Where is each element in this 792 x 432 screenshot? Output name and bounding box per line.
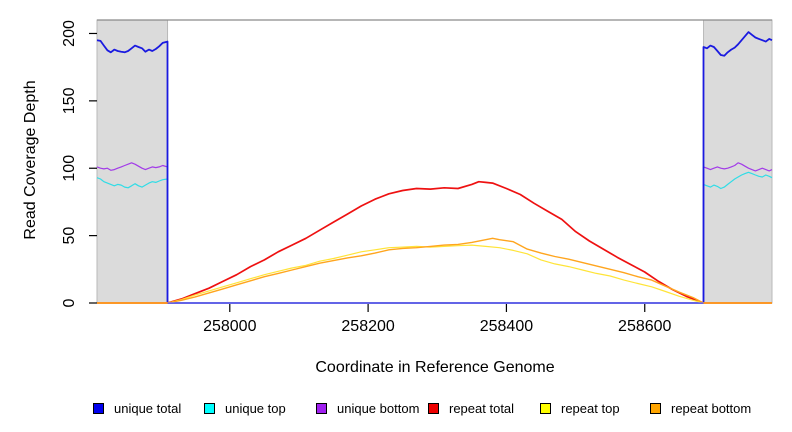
y-tick-label: 50 [61,227,78,245]
series-line-unique-total [96,31,773,304]
x-tick-label: 258000 [203,318,256,335]
legend-label: unique bottom [337,400,420,416]
legend-label: unique top [225,400,286,416]
series-line-unique-top [96,171,773,304]
legend-item-unique-total: unique total [93,400,181,416]
y-tick-label: 200 [61,20,78,47]
legend-label: repeat bottom [671,400,752,416]
flank-region [96,19,169,304]
y-tick-label: 0 [61,298,78,307]
y-tick-label: 150 [61,87,78,114]
legend: unique total unique top unique bottom repea… [0,400,792,418]
unique-top-swatch-icon [204,402,215,414]
series-line-repeat-total [97,180,772,304]
legend-label: unique total [114,400,182,416]
repeat-bottom-swatch-icon [650,402,661,414]
unique-total-swatch-icon [93,402,104,414]
legend-item-unique-bottom: unique bottom [316,400,419,416]
x-tick-label: 258600 [618,318,671,335]
flank-region [703,19,773,304]
legend-item-repeat-bottom: repeat bottom [650,400,751,416]
series-line-repeat-top [97,244,772,304]
legend-item-unique-top: unique top [204,400,286,416]
x-tick-label: 258200 [341,318,394,335]
y-axis-title: Read Coverage Depth [22,80,39,240]
x-axis-title: Coordinate in Reference Genome [315,359,555,376]
y-tick-label: 100 [61,155,78,182]
legend-item-repeat-total: repeat total [428,400,514,416]
repeat-top-swatch-icon [540,402,551,414]
legend-label: repeat total [449,400,515,416]
x-tick-label: 258400 [480,318,533,335]
unique-bottom-swatch-icon [316,402,327,414]
series-line-unique-bottom [96,162,773,304]
legend-label: repeat top [561,400,620,416]
series-line-repeat-bottom [97,237,772,304]
legend-item-repeat-top: repeat top [540,400,620,416]
repeat-total-swatch-icon [428,402,439,414]
